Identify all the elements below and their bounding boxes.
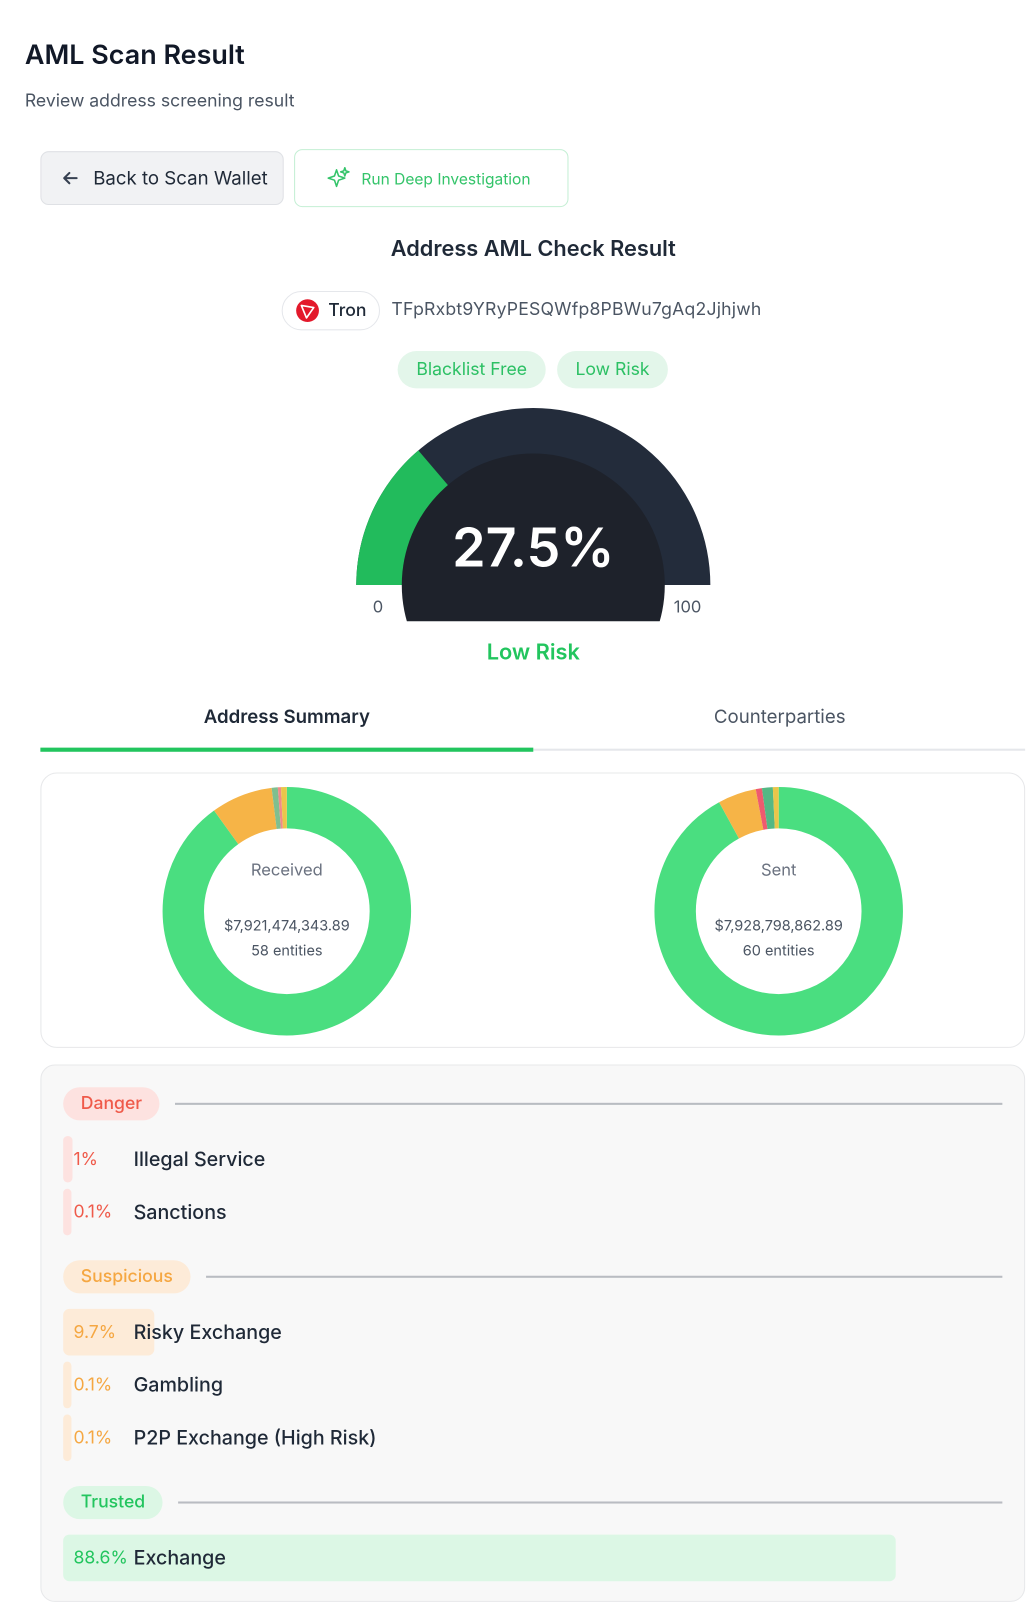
risk-item: 0.1% Sanctions [63,1186,1002,1239]
tron-icon [296,299,319,323]
gauge-max: 100 [674,596,702,616]
donut-title: Received [251,859,323,879]
donut-amount: $7,928,798,862.89 [715,918,843,935]
donut-title: Sent [761,859,797,879]
group-divider [175,1102,1003,1105]
risk-item: 1% Illegal Service [63,1133,1002,1186]
result-title: Address AML Check Result [390,236,676,262]
category-name: P2P Exchange (High Risk) [133,1425,377,1450]
risk-group: Trusted 88.6% Exchange [63,1485,1003,1585]
group-label: Trusted [63,1485,163,1520]
gauge-min: 0 [373,596,383,616]
group-divider [205,1275,1003,1278]
risk-group: Danger 1% Illegal Service 0.1% Sanctions [63,1087,1003,1239]
risk-level: Low Risk [486,639,580,666]
group-divider [178,1501,1003,1504]
status-tag: Blacklist Free [397,351,546,389]
gauge-value: 27.5% [452,515,614,580]
category-name: Gambling [133,1373,224,1397]
group-label: Suspicious [63,1260,191,1294]
share-label: 1% [73,1148,98,1170]
tab[interactable]: Counterparties [713,706,846,728]
share-bar [63,1188,72,1236]
page-subtitle: Review address screening result [24,91,295,112]
share-bar [63,1135,73,1183]
risk-breakdown: Danger 1% Illegal Service 0.1% Sanctions Susp… [40,1064,1026,1602]
risk-item: 0.1% P2P Exchange (High Risk) [63,1411,1002,1464]
donut-segment [654,786,903,1036]
sparkle-icon [327,166,350,188]
investigate-label: Run Deep Investigation [361,168,531,188]
category-name: Exchange [133,1546,226,1570]
gauge-center [401,453,665,622]
donut-charts: Received $7,921,474,343.89 58 entities Sent… [162,786,903,1036]
share-bar [63,1534,897,1582]
category-name: Illegal Service [133,1147,266,1172]
summary-card [40,772,1026,1048]
category-name: Risky Exchange [133,1320,282,1345]
risk-item: 9.7% Risky Exchange [63,1306,1002,1359]
risk-item: 0.1% Gambling [63,1359,1002,1412]
donut-amount: $7,921,474,343.89 [224,918,350,935]
donut-segment [654,786,903,1036]
share-label: 0.1% [73,1374,113,1396]
share-label: 9.7% [73,1321,117,1343]
wallet-address: TFpRxbt9YRyPESQWfp8PBWu7gAq2Jjhjwh [391,299,762,320]
group-header: Trusted [63,1485,1003,1520]
donut-entities: 58 entities [251,943,322,960]
donut-segment [162,786,412,1036]
tab[interactable]: Address Summary [203,706,370,728]
back-button[interactable]: Back to Scan Wallet [40,151,284,206]
category-name: Sanctions [133,1200,227,1224]
page-title: AML Scan Result [24,39,245,72]
arrow-icon [63,171,78,185]
status-tag: Low Risk [557,351,668,389]
group-label: Danger [63,1087,160,1121]
network-name: Tron [328,300,367,322]
risk-gauge: 27.5% 0 100 [356,408,711,622]
share-bar [63,1308,155,1356]
share-label: 0.1% [73,1201,113,1223]
group-header: Suspicious [63,1260,1003,1294]
share-bar [63,1414,72,1462]
risk-item: 88.6% Exchange [63,1532,1002,1585]
donut-entities: 60 entities [743,943,815,960]
active-tab-indicator [40,747,534,752]
risk-group: Suspicious 9.7% Risky Exchange 0.1% Gambling… [63,1260,1003,1464]
share-label: 88.6% [73,1547,128,1569]
group-header: Danger [63,1087,1003,1121]
investigate-button[interactable]: Run Deep Investigation [294,149,569,208]
back-label: Back to Scan Wallet [93,167,268,189]
share-label: 0.1% [73,1427,113,1449]
network-chip: Tron [281,290,381,331]
share-bar [63,1361,72,1409]
